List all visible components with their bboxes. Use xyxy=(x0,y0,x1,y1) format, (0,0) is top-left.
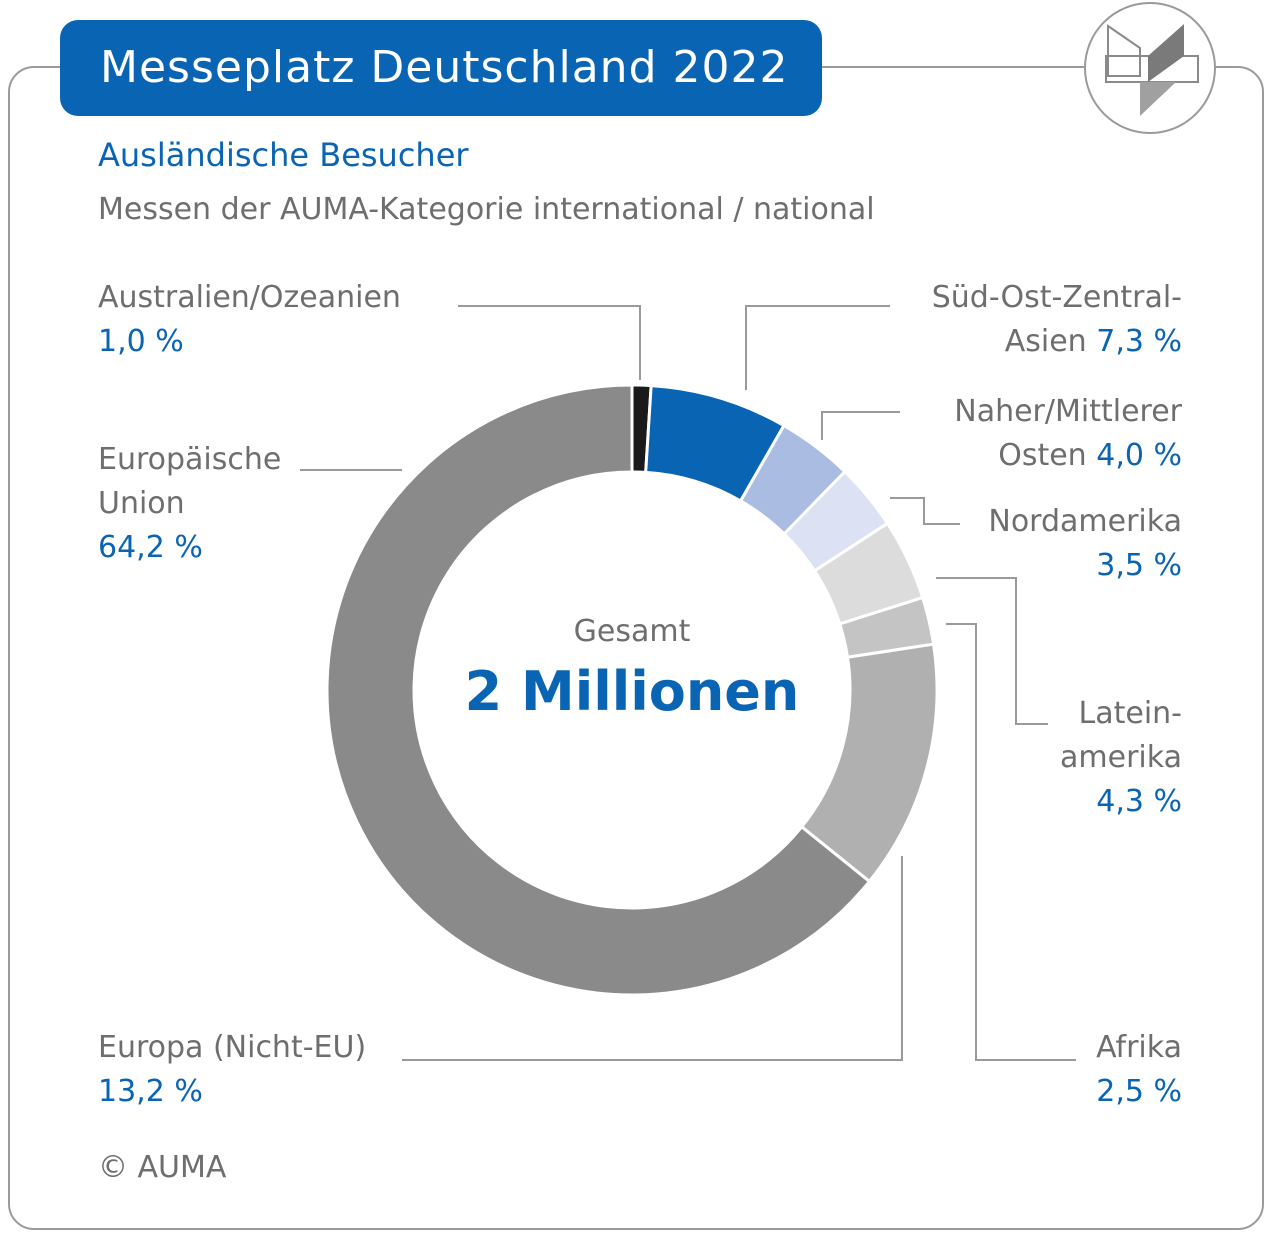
leader-lines xyxy=(300,305,1076,1061)
label-naher: Naher/Mittlerer Osten 4,0 % xyxy=(954,390,1182,478)
label-europa-nicht-eu-name: Europa (Nicht-EU) xyxy=(98,1030,367,1065)
label-lateinamerika-value: 4,3 % xyxy=(1096,784,1182,819)
auma-logo xyxy=(1084,2,1216,134)
leader-europa-nicht-eu xyxy=(402,856,903,1061)
chart-subtitle: Ausländische Besucher xyxy=(98,136,469,174)
label-lateinamerika: Latein- amerika 4,3 % xyxy=(1060,692,1182,824)
label-eu: Europäische Union 64,2 % xyxy=(98,438,281,570)
label-australien-name: Australien/Ozeanien xyxy=(98,280,401,315)
leader-naher xyxy=(821,411,900,440)
label-nordamerika: Nordamerika 3,5 % xyxy=(988,500,1182,588)
leader-nordamerika xyxy=(890,497,960,525)
label-lateinamerika-name: Latein- xyxy=(1078,696,1183,731)
center-value: 2 Millionen xyxy=(464,660,800,723)
label-nordamerika-name: Nordamerika xyxy=(988,504,1182,539)
label-eu-name: Europäische xyxy=(98,442,282,477)
label-lateinamerika-name2: amerika xyxy=(1060,740,1182,775)
label-afrika-name: Afrika xyxy=(1096,1030,1182,1065)
title-banner: Messeplatz Deutschland 2022 xyxy=(60,20,822,116)
label-eu-value: 64,2 % xyxy=(98,530,203,565)
label-europa-nicht-eu: Europa (Nicht-EU) 13,2 % xyxy=(98,1026,366,1114)
leader-australien xyxy=(458,305,641,380)
label-australien-value: 1,0 % xyxy=(98,324,184,359)
leader-afrika xyxy=(946,623,1076,1061)
donut-slices xyxy=(325,383,939,997)
label-afrika: Afrika 2,5 % xyxy=(1096,1026,1182,1114)
label-naher-name: Naher/Mittlerer xyxy=(954,394,1182,429)
label-sued-ost-name2: Asien xyxy=(1004,324,1087,359)
label-naher-name2: Osten xyxy=(998,438,1087,473)
label-australien: Australien/Ozeanien 1,0 % xyxy=(98,276,401,364)
copyright: © AUMA xyxy=(98,1150,227,1185)
label-naher-value: 4,0 % xyxy=(1096,438,1182,473)
label-sued-ost: Süd-Ost-Zentral- Asien 7,3 % xyxy=(932,276,1182,364)
leader-lateinamerika xyxy=(936,577,1048,725)
logo-icon xyxy=(1105,24,1199,116)
center-label: Gesamt xyxy=(573,614,691,649)
chart-subtitle-secondary: Messen der AUMA-Kategorie international … xyxy=(98,192,875,227)
label-europa-nicht-eu-value: 13,2 % xyxy=(98,1074,203,1109)
label-afrika-value: 2,5 % xyxy=(1096,1074,1182,1109)
label-sued-ost-name: Süd-Ost-Zentral- xyxy=(931,280,1182,315)
leader-sued-ost xyxy=(745,305,890,390)
page-title: Messeplatz Deutschland 2022 xyxy=(100,42,789,93)
label-nordamerika-value: 3,5 % xyxy=(1096,548,1182,583)
label-eu-name2: Union xyxy=(98,486,185,521)
label-sued-ost-value: 7,3 % xyxy=(1096,324,1182,359)
slice-eu xyxy=(325,383,872,997)
